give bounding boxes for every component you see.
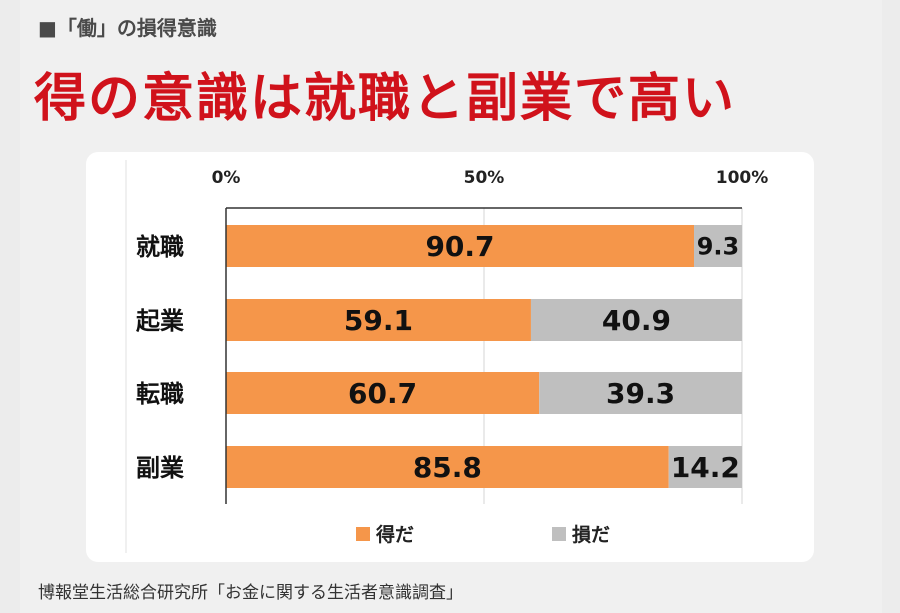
data-label: 90.7: [425, 230, 494, 263]
legend-label: 損だ: [572, 524, 610, 546]
data-label: 85.8: [413, 451, 482, 484]
chart-legend: 得だ 損だ: [356, 523, 610, 546]
data-label: 14.2: [671, 451, 740, 484]
category-label: 転職: [136, 380, 184, 408]
bar-segment: [530, 299, 742, 341]
figure-headline: 得の意識は就職と副業で高い: [34, 69, 737, 129]
legend-swatch: [552, 527, 566, 541]
x-tick-label: 50%: [464, 168, 505, 188]
figure-subtitle: ■「働」の損得意識: [38, 16, 217, 40]
bar-segment: [539, 372, 742, 414]
category-label: 就職: [136, 233, 184, 261]
bar-segment: [226, 225, 695, 267]
x-axis-ticks: 0% 50% 100%: [212, 168, 769, 188]
data-label: 9.3: [697, 233, 740, 261]
legend-label: 得だ: [375, 523, 414, 546]
source-note: 博報堂生活総合研究所「お金に関する生活者意識調査」: [38, 583, 463, 603]
legend-swatch: [356, 527, 370, 541]
data-label: 60.7: [348, 377, 417, 410]
data-label: 40.9: [602, 304, 671, 337]
chart-card: [86, 152, 814, 562]
x-tick-label: 0%: [212, 168, 241, 188]
category-label: 副業: [136, 454, 184, 482]
data-label: 39.3: [606, 377, 675, 410]
bar-segment: [668, 446, 742, 488]
data-label: 59.1: [344, 304, 413, 337]
bar-segment: [694, 225, 742, 267]
bar-segment: [226, 372, 540, 414]
x-tick-label: 100%: [716, 168, 769, 188]
chart-bars: 90.7 9.3 59.1 40.9 60.7 39.3 85.8 14.2: [226, 225, 742, 488]
category-label: 起業: [135, 307, 184, 335]
bar-segment: [226, 446, 669, 488]
bar-segment: [226, 299, 531, 341]
